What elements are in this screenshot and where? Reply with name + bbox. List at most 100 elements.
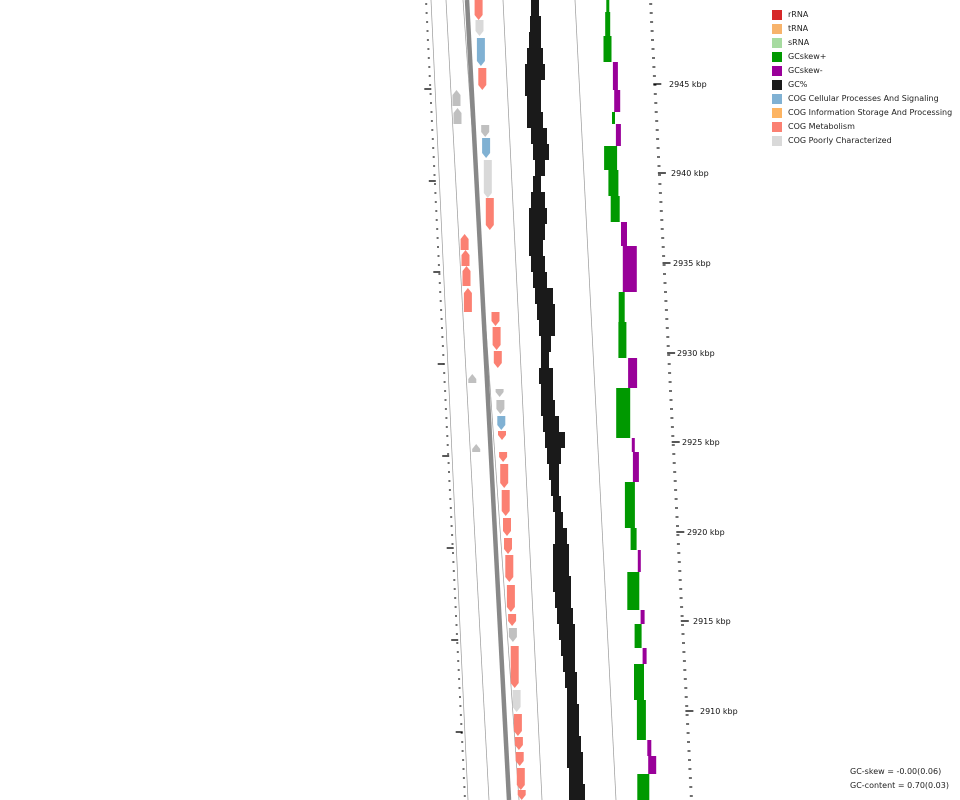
legend-swatch bbox=[772, 108, 782, 118]
gene-feature bbox=[499, 452, 508, 462]
gene-feature bbox=[468, 374, 477, 383]
legend-swatch bbox=[772, 66, 782, 76]
gc-skew-positive-bar bbox=[605, 12, 611, 36]
gc-skew-positive-bar bbox=[618, 292, 625, 322]
gc-skew-stat: GC-skew = -0.00(0.06) bbox=[850, 767, 942, 776]
gc-skew-positive-bar bbox=[637, 774, 650, 800]
gc-skew-positive-bar bbox=[603, 36, 612, 62]
legend-item-gcskew-negative: GCskew- bbox=[772, 64, 952, 78]
legend-label: COG Metabolism bbox=[788, 122, 855, 131]
legend-label: rRNA bbox=[788, 10, 809, 19]
gc-skew-positive-bar bbox=[618, 322, 627, 358]
gene-feature bbox=[492, 327, 501, 350]
gene-feature bbox=[478, 68, 487, 90]
track-boundary-line bbox=[502, 0, 543, 800]
gene-feature bbox=[501, 490, 510, 516]
gc-skew-positive-bar bbox=[624, 482, 635, 528]
track-boundary-line bbox=[574, 0, 617, 800]
gene-feature bbox=[491, 312, 500, 326]
gc-skew-positive-bar bbox=[606, 0, 610, 12]
gene-feature bbox=[495, 389, 504, 397]
gene-feature bbox=[476, 38, 485, 66]
gene-feature bbox=[472, 444, 481, 452]
legend-label: tRNA bbox=[788, 24, 809, 33]
gc-skew-negative-bar bbox=[642, 648, 647, 664]
track-boundary-line bbox=[445, 0, 490, 800]
ruler-label: 2945 kbp bbox=[669, 80, 707, 89]
gene-feature bbox=[485, 198, 494, 230]
gene-feature bbox=[512, 690, 521, 712]
gene-feature bbox=[513, 714, 522, 736]
legend-label: GC% bbox=[788, 80, 808, 89]
legend-item-gcskew-positive: GCskew+ bbox=[772, 50, 952, 64]
legend-item-trna: tRNA bbox=[772, 22, 952, 36]
legend: rRNA tRNA sRNA GCskew+ GCskew- GC% COG C… bbox=[772, 8, 952, 148]
gc-skew-negative-bar bbox=[631, 438, 635, 452]
gc-skew-negative-bar bbox=[614, 90, 621, 112]
gc-skew-positive-bar bbox=[608, 170, 619, 196]
gc-skew-positive-bar bbox=[604, 146, 618, 170]
legend-swatch bbox=[772, 94, 782, 104]
ruler-label: 2940 kbp bbox=[671, 169, 709, 178]
gene-feature bbox=[506, 585, 515, 612]
gene-feature bbox=[498, 431, 506, 440]
gene-feature bbox=[503, 518, 511, 536]
ruler-label: 2915 kbp bbox=[693, 617, 731, 626]
gene-feature bbox=[508, 628, 517, 642]
gene-feature bbox=[481, 125, 490, 137]
legend-swatch bbox=[772, 122, 782, 132]
gc-skew-negative-bar bbox=[621, 222, 627, 246]
legend-swatch bbox=[772, 52, 782, 62]
ruler-label: 2910 kbp bbox=[700, 707, 738, 716]
legend-label: COG Information Storage And Processing bbox=[788, 108, 953, 117]
legend-swatch bbox=[772, 38, 782, 48]
genome-backbone bbox=[464, 0, 512, 800]
genome-stats: GC-skew = -0.00(0.06) GC-content = 0.70(… bbox=[850, 765, 949, 793]
ruler-label: 2930 kbp bbox=[677, 349, 715, 358]
legend-swatch bbox=[772, 136, 782, 146]
gc-content-stat: GC-content = 0.70(0.03) bbox=[850, 781, 949, 790]
gene-feature bbox=[460, 234, 469, 250]
gc-skew-positive-bar bbox=[616, 388, 631, 438]
gc-skew-positive-bar bbox=[634, 624, 642, 648]
legend-label: GCskew+ bbox=[788, 52, 827, 61]
gc-skew-negative-bar bbox=[637, 550, 641, 572]
gene-feature bbox=[516, 768, 525, 790]
gene-feature bbox=[462, 266, 471, 286]
gene-feature bbox=[474, 0, 483, 20]
gc-skew-negative-bar bbox=[632, 452, 639, 482]
legend-item-rrna: rRNA bbox=[772, 8, 952, 22]
gc-skew-negative-bar bbox=[622, 246, 637, 292]
legend-item-srna: sRNA bbox=[772, 36, 952, 50]
gene-feature bbox=[515, 752, 524, 766]
legend-item-cog-metabolism: COG Metabolism bbox=[772, 120, 952, 134]
gc-skew-positive-bar bbox=[636, 700, 646, 740]
gene-feature bbox=[510, 646, 519, 688]
gene-feature bbox=[463, 288, 472, 312]
ruler-labels: 2945 kbp 2940 kbp 2935 kbp 2930 kbp 2925… bbox=[669, 80, 738, 716]
ruler-label: 2925 kbp bbox=[682, 438, 720, 447]
legend-label: COG Poorly Characterized bbox=[788, 136, 892, 145]
legend-item-gc-percent: GC% bbox=[772, 78, 952, 92]
track-boundary-line bbox=[430, 0, 469, 800]
gc-skew-negative-bar bbox=[640, 610, 645, 624]
ruler-label: 2920 kbp bbox=[687, 528, 725, 537]
gc-content-profile bbox=[525, 0, 585, 800]
gene-feature bbox=[497, 416, 506, 430]
gene-feature bbox=[504, 538, 512, 554]
legend-item-cog-poorly: COG Poorly Characterized bbox=[772, 134, 952, 148]
legend-item-cog-information: COG Information Storage And Processing bbox=[772, 106, 952, 120]
gc-content-track bbox=[525, 0, 585, 800]
gene-feature bbox=[517, 790, 526, 800]
gc-skew-negative-bar bbox=[647, 740, 652, 756]
gene-feature bbox=[505, 555, 514, 582]
gene-feature bbox=[514, 737, 523, 750]
legend-label: sRNA bbox=[788, 38, 810, 47]
gene-feature bbox=[500, 464, 509, 488]
gene-feature bbox=[453, 108, 462, 124]
ruler-ticks bbox=[424, 3, 694, 797]
gc-skew-track bbox=[603, 0, 657, 800]
gene-feature bbox=[475, 20, 484, 36]
backbone bbox=[464, 0, 512, 800]
